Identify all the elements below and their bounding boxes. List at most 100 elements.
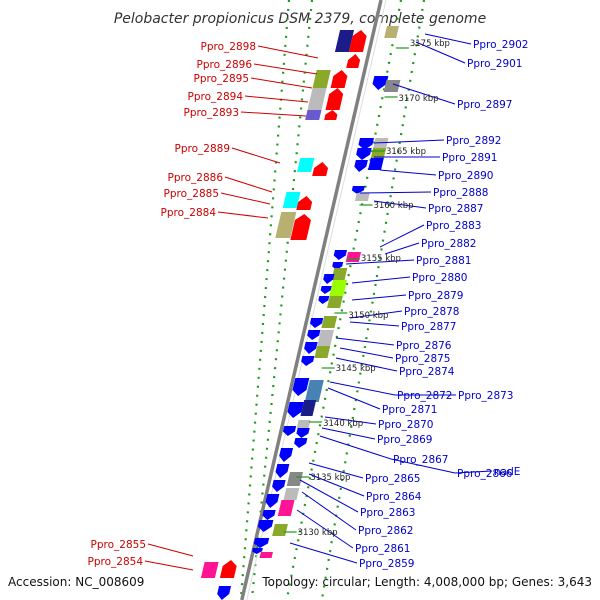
reverse-gene-label: Ppro_2881 bbox=[416, 255, 471, 267]
kbp-tick-labels: 3175 kbp 3170 kbp 3165 kbp 3160 kbp 3155 kbp… bbox=[283, 39, 450, 538]
forward-gene-label: Ppro_2893 bbox=[184, 107, 239, 119]
gene-arrow bbox=[252, 548, 263, 554]
reverse-gene-label: Ppro_2888 bbox=[433, 187, 488, 199]
gene-feature-33 bbox=[320, 286, 332, 294]
kbp-label: 3175 kbp bbox=[410, 39, 450, 49]
leader-line bbox=[250, 77, 313, 89]
gene-feature-65 bbox=[217, 586, 232, 600]
gene-feature-29 bbox=[331, 268, 348, 280]
gene-feature-63 bbox=[200, 562, 219, 578]
gene-arrow bbox=[275, 464, 290, 478]
leader-line bbox=[359, 191, 432, 194]
gene-arrow bbox=[296, 196, 313, 210]
gene-feature-39 bbox=[307, 330, 321, 340]
gene-feature-12 bbox=[358, 138, 374, 150]
gene-feature-7 bbox=[330, 70, 348, 88]
gene-feature-42 bbox=[292, 378, 310, 396]
reverse-gene-label: Ppro_2887 bbox=[428, 203, 483, 215]
reverse-gene-label: Ppro_2863 bbox=[360, 507, 415, 519]
gene-feature-30 bbox=[329, 280, 348, 296]
gene-arrow bbox=[333, 250, 347, 260]
leader-line bbox=[299, 479, 359, 513]
leader-line bbox=[351, 276, 411, 284]
gene-arrow bbox=[330, 70, 348, 88]
ruler-ring-0 bbox=[239, 0, 291, 600]
gene-box bbox=[307, 88, 327, 110]
gene-arrow bbox=[287, 402, 304, 418]
backbone-line bbox=[240, 0, 383, 600]
gene-box bbox=[312, 70, 331, 88]
gene-feature-27 bbox=[345, 252, 362, 262]
gene-feature-14 bbox=[356, 148, 372, 160]
gene-arrow bbox=[324, 110, 338, 120]
gene-box bbox=[327, 296, 343, 308]
leader-line bbox=[231, 147, 281, 164]
gene-arrow bbox=[265, 494, 280, 508]
gene-arrow bbox=[325, 88, 344, 110]
gene-feature-56 bbox=[265, 494, 280, 508]
kbp-label: 3135 kbp bbox=[310, 473, 350, 483]
gene-feature-23 bbox=[296, 196, 313, 210]
gene-feature-62 bbox=[259, 552, 273, 558]
reverse-gene-label: Ppro_2880 bbox=[412, 272, 467, 284]
forward-gene-label: Ppro_2889 bbox=[175, 143, 230, 155]
gene-box bbox=[300, 400, 317, 416]
gene-feature-61 bbox=[252, 548, 263, 554]
leader-line bbox=[373, 200, 427, 209]
leader-line bbox=[373, 139, 445, 144]
gene-feature-47 bbox=[296, 428, 310, 438]
gene-feature-31 bbox=[327, 296, 343, 308]
gene-arrow bbox=[320, 286, 332, 294]
reverse-gene-label: Ppro_2901 bbox=[467, 58, 522, 70]
reverse-gene-label: Ppro_2873 bbox=[458, 390, 513, 402]
leader-line bbox=[349, 321, 400, 327]
gene-arrow bbox=[282, 426, 297, 436]
gene-box bbox=[286, 472, 303, 486]
gene-arrow bbox=[262, 510, 276, 520]
reverse-gene-label: Ppro_2862 bbox=[358, 525, 413, 537]
reverse-gene-label: Ppro_2865 bbox=[365, 473, 420, 485]
leader-line bbox=[220, 192, 271, 205]
leader-line bbox=[345, 259, 415, 265]
gene-feature-57 bbox=[262, 510, 276, 520]
gene-feature-43 bbox=[304, 380, 324, 402]
gene-box bbox=[329, 280, 348, 296]
gene-feature-35 bbox=[321, 316, 338, 328]
gene-box bbox=[368, 158, 384, 170]
gene-feature-59 bbox=[272, 524, 288, 536]
leader-line bbox=[144, 560, 194, 571]
gene-box bbox=[321, 316, 338, 328]
gene-feature-6 bbox=[312, 70, 331, 88]
label-leader-lines bbox=[144, 33, 493, 571]
leader-line bbox=[308, 462, 364, 479]
reverse-gene-label: Ppro_2877 bbox=[401, 321, 456, 333]
forward-gene-label: Ppro_2884 bbox=[161, 207, 217, 219]
gene-arrow bbox=[351, 186, 365, 194]
gene-labels: Ppro_2898 Ppro_2896 Ppro_2895 Ppro_2894 Ppro… bbox=[88, 39, 529, 570]
gene-box bbox=[384, 26, 399, 38]
gene-box bbox=[272, 524, 288, 536]
gene-arrow bbox=[346, 54, 361, 68]
reverse-gene-label: Ppro_2864 bbox=[366, 491, 422, 503]
gene-arrow bbox=[219, 560, 237, 578]
gene-arrow bbox=[272, 480, 286, 492]
leader-line bbox=[424, 33, 472, 45]
gene-box bbox=[334, 30, 355, 52]
gene-feature-49 bbox=[294, 438, 308, 448]
gene-box bbox=[372, 138, 389, 150]
gene-arrow bbox=[309, 318, 324, 328]
gene-arrow bbox=[294, 438, 308, 448]
forward-gene-label: Ppro_2896 bbox=[197, 59, 253, 71]
gene-feature-20 bbox=[351, 186, 365, 194]
leader-line bbox=[384, 242, 420, 255]
gene-feature-50 bbox=[279, 448, 294, 462]
forward-gene-label: Ppro_2855 bbox=[91, 539, 146, 551]
leader-line bbox=[324, 416, 377, 425]
gene-arrow bbox=[253, 538, 270, 548]
gene-arrow bbox=[318, 296, 330, 304]
reverse-gene-label: Ppro_2883 bbox=[426, 220, 481, 232]
gene-box bbox=[305, 110, 322, 120]
leader-line bbox=[257, 45, 319, 59]
forward-gene-label: Ppro_2898 bbox=[201, 41, 256, 53]
